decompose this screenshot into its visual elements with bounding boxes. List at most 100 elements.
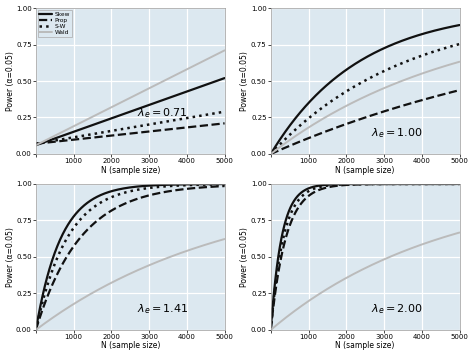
Skew xyxy=(124,186,129,190)
Skew xyxy=(370,182,376,186)
Wald xyxy=(146,87,151,91)
Text: $\lambda_e=0.71$: $\lambda_e=0.71$ xyxy=(137,106,188,120)
Wald xyxy=(123,98,128,102)
Prop xyxy=(357,182,363,187)
Skew xyxy=(123,111,128,115)
Prop xyxy=(217,122,223,126)
Wald xyxy=(380,87,386,91)
Skew xyxy=(456,182,462,186)
S-W xyxy=(123,126,128,131)
Skew xyxy=(222,76,228,80)
S-W xyxy=(456,42,462,46)
Prop xyxy=(33,142,39,146)
S-W xyxy=(357,182,363,186)
S-W xyxy=(357,81,363,85)
Legend: Skew, Prop, S-W, Wald: Skew, Prop, S-W, Wald xyxy=(37,10,72,37)
Line: Prop: Prop xyxy=(36,186,225,330)
Line: Prop: Prop xyxy=(271,90,459,154)
Prop xyxy=(359,116,365,121)
Line: Wald: Wald xyxy=(271,232,459,330)
Prop xyxy=(268,152,273,156)
Skew xyxy=(124,111,129,115)
Skew xyxy=(33,143,39,147)
Prop xyxy=(33,328,39,332)
S-W xyxy=(268,152,273,156)
S-W xyxy=(370,74,376,79)
Skew xyxy=(146,103,151,108)
S-W xyxy=(33,328,39,332)
Prop xyxy=(124,201,129,205)
Skew xyxy=(123,186,128,190)
Text: $\lambda_e=2.00$: $\lambda_e=2.00$ xyxy=(371,303,423,316)
Prop xyxy=(452,182,458,186)
Y-axis label: Power (α=0.05): Power (α=0.05) xyxy=(6,51,15,111)
Line: S-W: S-W xyxy=(271,44,459,154)
S-W xyxy=(123,190,128,194)
X-axis label: N (sample size): N (sample size) xyxy=(336,341,395,350)
Prop xyxy=(456,182,462,186)
Wald xyxy=(135,268,141,272)
Skew xyxy=(222,182,228,186)
Skew xyxy=(452,24,458,28)
Prop xyxy=(123,132,128,136)
Wald xyxy=(370,91,376,95)
Skew xyxy=(135,107,141,111)
Line: S-W: S-W xyxy=(271,184,459,330)
Wald xyxy=(124,273,129,277)
Wald xyxy=(217,51,223,55)
Wald xyxy=(222,237,228,241)
Prop xyxy=(456,88,462,92)
Skew xyxy=(423,31,428,35)
S-W xyxy=(423,52,428,57)
S-W xyxy=(268,328,273,332)
Skew xyxy=(357,58,363,63)
S-W xyxy=(217,182,223,187)
S-W xyxy=(124,190,129,194)
Prop xyxy=(423,182,428,186)
S-W xyxy=(452,182,458,186)
Line: Wald: Wald xyxy=(36,50,225,145)
Wald xyxy=(188,247,193,252)
S-W xyxy=(146,122,151,127)
Wald xyxy=(124,98,129,102)
Wald xyxy=(222,48,228,52)
Wald xyxy=(452,61,458,65)
Wald xyxy=(359,96,365,100)
Prop xyxy=(423,97,428,101)
Prop xyxy=(380,182,386,186)
Skew xyxy=(146,183,151,188)
Wald xyxy=(33,143,39,147)
X-axis label: N (sample size): N (sample size) xyxy=(100,166,160,174)
Wald xyxy=(359,268,365,272)
Wald xyxy=(357,268,363,273)
Line: Prop: Prop xyxy=(271,184,459,330)
Wald xyxy=(423,70,428,74)
Skew xyxy=(357,182,363,186)
Prop xyxy=(217,184,223,188)
Wald xyxy=(33,328,39,332)
Wald xyxy=(456,59,462,64)
Line: Skew: Skew xyxy=(271,184,459,330)
Line: Skew: Skew xyxy=(36,78,225,145)
S-W xyxy=(124,126,129,130)
Wald xyxy=(135,92,141,96)
Wald xyxy=(268,328,273,332)
Text: $\lambda_e=1.41$: $\lambda_e=1.41$ xyxy=(137,303,188,316)
Y-axis label: Power (α=0.05): Power (α=0.05) xyxy=(240,227,249,287)
Prop xyxy=(370,113,376,117)
Skew xyxy=(217,78,223,82)
Prop xyxy=(188,186,193,190)
Skew xyxy=(268,152,273,156)
S-W xyxy=(456,182,462,186)
S-W xyxy=(135,124,141,129)
Wald xyxy=(268,152,273,156)
Skew xyxy=(370,52,376,56)
Skew xyxy=(268,328,273,332)
Skew xyxy=(359,58,365,62)
Line: Skew: Skew xyxy=(36,184,225,330)
S-W xyxy=(222,182,228,187)
Wald xyxy=(146,263,151,268)
Prop xyxy=(188,125,193,129)
Skew xyxy=(217,182,223,186)
S-W xyxy=(188,183,193,187)
